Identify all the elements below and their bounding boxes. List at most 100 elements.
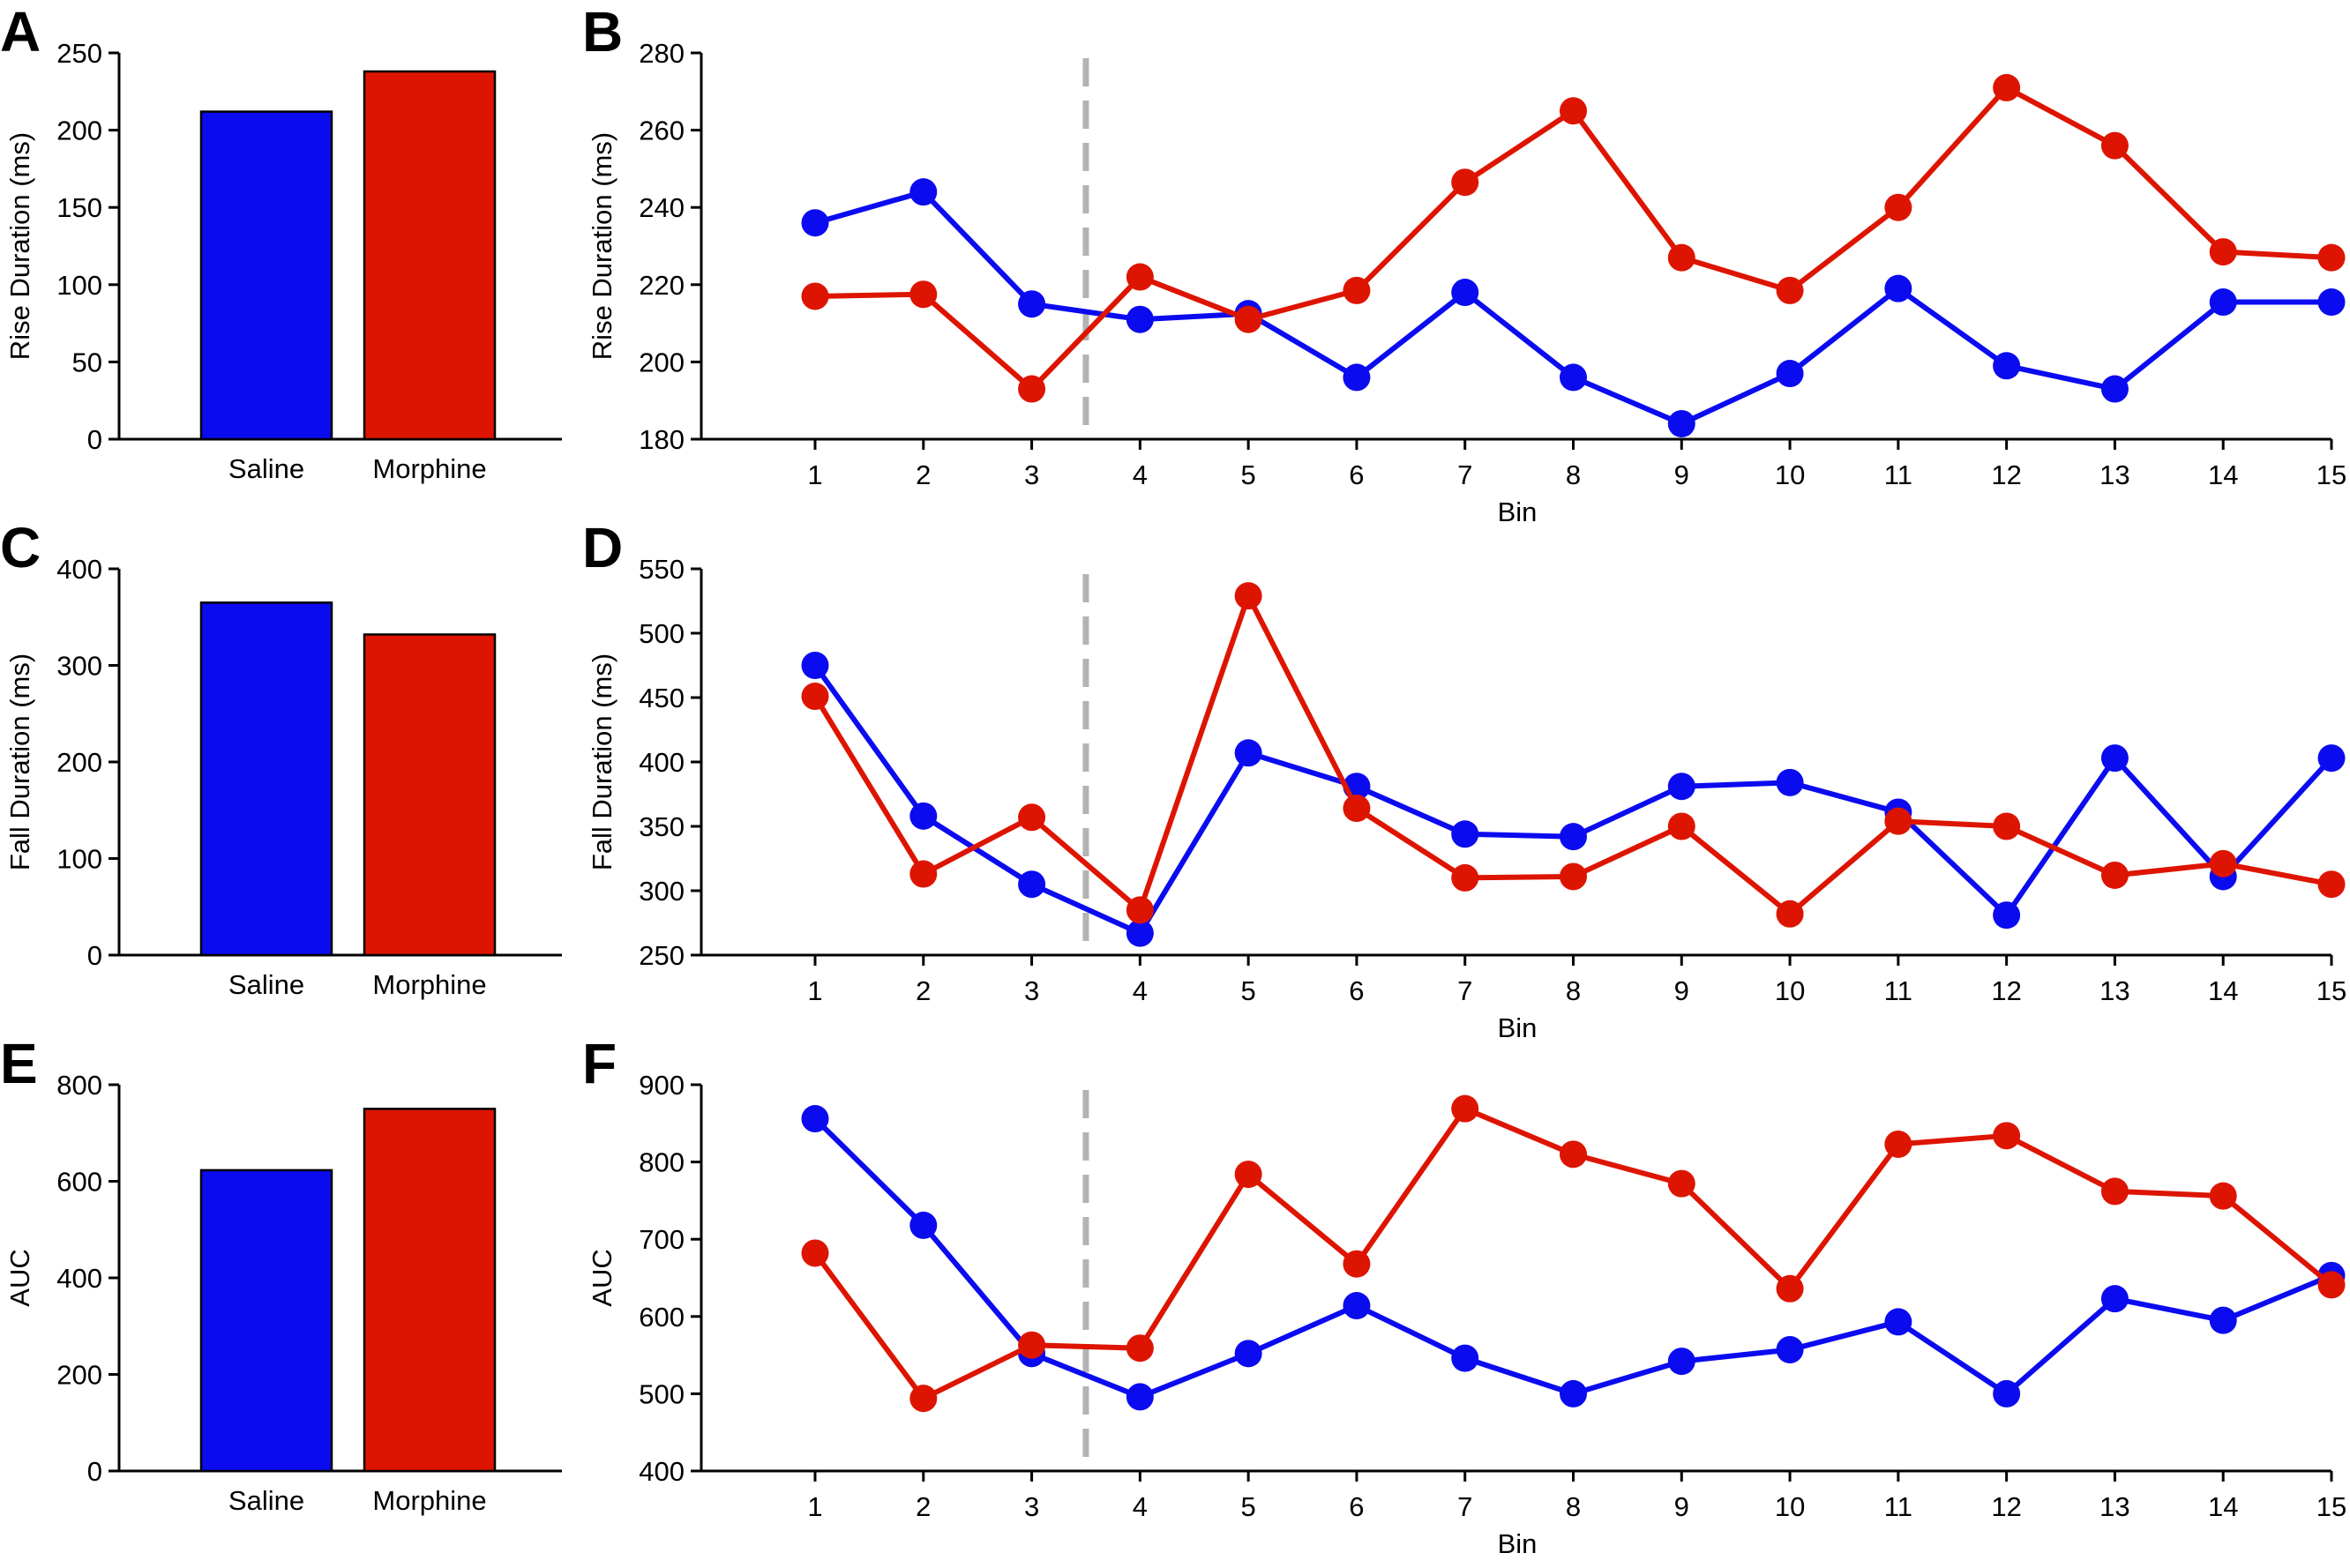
data-point-morphine [1451, 168, 1479, 197]
y-tick-label: 550 [639, 554, 685, 585]
data-point-morphine [1776, 276, 1804, 304]
data-point-morphine [1560, 862, 1587, 891]
x-tick-label: 7 [1457, 1491, 1472, 1522]
y-tick-label: 240 [639, 192, 685, 223]
x-tick-label: 10 [1775, 1491, 1805, 1522]
y-tick-label: 220 [639, 270, 685, 301]
y-axis-label: AUC [587, 1249, 617, 1306]
data-point-morphine [1993, 812, 2021, 840]
y-tick-label: 250 [56, 38, 102, 69]
y-tick-label: 600 [56, 1167, 102, 1198]
y-tick-label: 350 [639, 811, 685, 842]
x-tick-label: 14 [2208, 459, 2238, 490]
data-point-saline [1451, 820, 1479, 848]
data-point-morphine [1560, 97, 1587, 125]
y-tick-label: 150 [56, 192, 102, 223]
x-tick-label: 3 [1024, 459, 1039, 490]
x-tick-label: 15 [2316, 975, 2346, 1006]
data-point-morphine [1667, 243, 1695, 272]
y-tick-label: 200 [639, 347, 685, 377]
x-category-label: Saline [228, 969, 304, 1000]
x-tick-label: 12 [1991, 1491, 2021, 1522]
x-tick-label: 2 [916, 975, 931, 1006]
x-tick-label: 15 [2316, 1491, 2346, 1522]
x-tick-label: 6 [1349, 1491, 1364, 1522]
data-point-morphine [1776, 1274, 1804, 1303]
panel-letter: E [0, 1032, 38, 1095]
y-tick-label: 50 [72, 347, 102, 377]
y-tick-label: 0 [87, 1456, 102, 1487]
x-tick-label: 4 [1133, 975, 1148, 1006]
data-point-morphine [1018, 1331, 1046, 1359]
series-saline [801, 1105, 2346, 1411]
y-tick-label: 800 [56, 1070, 102, 1101]
x-tick-label: 11 [1884, 459, 1912, 490]
x-tick-label: 1 [807, 459, 822, 490]
y-tick-label: 400 [639, 1456, 685, 1487]
x-tick-label: 5 [1241, 459, 1256, 490]
x-tick-label: 8 [1566, 459, 1581, 490]
data-point-morphine [2317, 243, 2346, 272]
panel-letter: A [0, 0, 41, 63]
y-tick-label: 260 [639, 116, 685, 146]
data-point-morphine [2100, 861, 2129, 889]
data-point-morphine [1018, 803, 1046, 832]
y-tick-label: 800 [639, 1147, 685, 1178]
data-point-saline [801, 209, 829, 237]
y-tick-label: 200 [56, 116, 102, 146]
panel-letter: F [582, 1032, 617, 1095]
x-tick-label: 12 [1991, 975, 2021, 1006]
y-tick-label: 700 [639, 1224, 685, 1255]
data-point-morphine [2100, 131, 2129, 160]
data-point-saline [2100, 744, 2129, 773]
series-saline [801, 652, 2346, 947]
x-tick-label: 1 [807, 975, 822, 1006]
x-tick-label: 13 [2099, 1491, 2129, 1522]
y-tick-label: 200 [56, 747, 102, 778]
data-point-morphine [1776, 900, 1804, 928]
data-point-morphine [1343, 276, 1371, 304]
data-point-saline [909, 178, 938, 206]
x-tick-label: 13 [2099, 975, 2129, 1006]
y-tick-label: 300 [639, 876, 685, 907]
data-point-morphine [1343, 1250, 1371, 1278]
data-point-morphine [1884, 1130, 1912, 1158]
y-tick-label: 450 [639, 683, 685, 713]
data-point-morphine [1234, 305, 1262, 333]
x-tick-label: 7 [1457, 975, 1472, 1006]
data-point-morphine [909, 860, 938, 888]
data-point-saline [2209, 288, 2237, 317]
x-tick-label: 10 [1775, 975, 1805, 1006]
data-point-morphine [1451, 863, 1479, 892]
series-line-saline [812, 663, 2334, 937]
y-tick-label: 200 [56, 1360, 102, 1391]
y-tick-label: 280 [639, 38, 685, 69]
data-point-saline [1667, 409, 1695, 437]
data-point-saline [1993, 352, 2021, 380]
x-axis-label: Bin [1498, 497, 1538, 527]
x-tick-label: 1 [807, 1491, 822, 1522]
data-point-morphine [1560, 1140, 1587, 1169]
data-point-saline [1234, 1340, 1262, 1368]
y-tick-label: 600 [639, 1302, 685, 1333]
data-point-saline [909, 802, 938, 830]
bar-saline [199, 110, 333, 441]
y-tick-label: 400 [56, 554, 102, 585]
data-point-morphine [1667, 1169, 1695, 1198]
data-point-saline [1776, 1335, 1804, 1363]
data-point-morphine [1451, 1094, 1479, 1123]
x-tick-label: 8 [1566, 975, 1581, 1006]
data-point-saline [1560, 363, 1587, 392]
data-point-morphine [909, 1385, 938, 1413]
panel-d-line-chart: D 250 300 350 400 450 500 550 Fall Duration (ms)… [582, 516, 2346, 1043]
x-tick-label: 5 [1241, 1491, 1256, 1522]
y-axis-label: Rise Duration (ms) [4, 132, 35, 360]
y-axis-label: AUC [4, 1249, 35, 1306]
x-tick-label: 7 [1457, 459, 1472, 490]
data-point-morphine [1884, 193, 1912, 221]
data-point-morphine [1126, 263, 1154, 291]
data-point-saline [801, 652, 829, 679]
y-axis-label: Fall Duration (ms) [587, 653, 617, 870]
data-point-morphine [801, 683, 829, 711]
